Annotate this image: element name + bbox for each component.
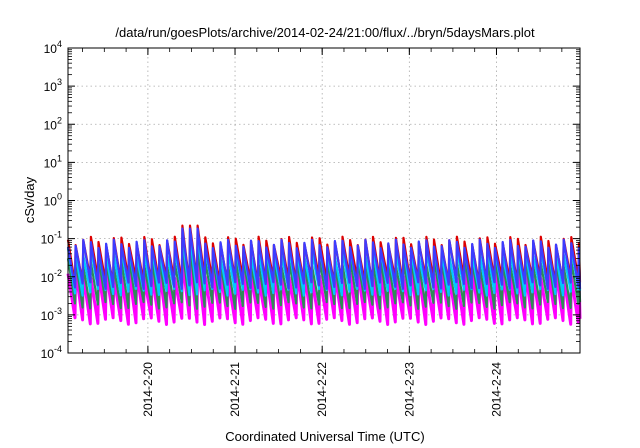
- chart-title: /data/run/goesPlots/archive/2014-02-24/2…: [115, 25, 535, 40]
- y-tick-label: 104: [44, 39, 62, 56]
- y-tick-label: 10-2: [41, 268, 62, 285]
- y-tick-label: 10-3: [41, 306, 62, 323]
- x-axis: 2014-2-20 2014-2-21 2014-2-22 2014-2-23 2014…: [82, 48, 563, 417]
- y-tick-label: 100: [44, 192, 62, 209]
- x-axis-label: Coordinated Universal Time (UTC): [225, 429, 424, 444]
- y-tick-label: 10-1: [41, 230, 62, 247]
- y-axis: 10-4 10-3 10-2 10-1 100 101 102 103 104: [41, 39, 580, 361]
- x-tick-label: 2014-2-24: [489, 362, 503, 417]
- y-tick-label: 103: [44, 77, 62, 94]
- x-tick-label: 2014-2-23: [402, 362, 416, 417]
- series-line: [66, 227, 582, 290]
- x-tick-label: 2014-2-20: [141, 362, 155, 417]
- grid: [68, 48, 580, 353]
- y-tick-label: 101: [44, 153, 62, 170]
- x-tick-label: 2014-2-21: [228, 362, 242, 417]
- x-tick-label: 2014-2-22: [315, 362, 329, 417]
- data-series: [66, 224, 582, 326]
- y-axis-label: cSv/day: [22, 176, 37, 223]
- y-tick-label: 10-4: [41, 344, 62, 361]
- y-tick-label: 102: [44, 115, 62, 132]
